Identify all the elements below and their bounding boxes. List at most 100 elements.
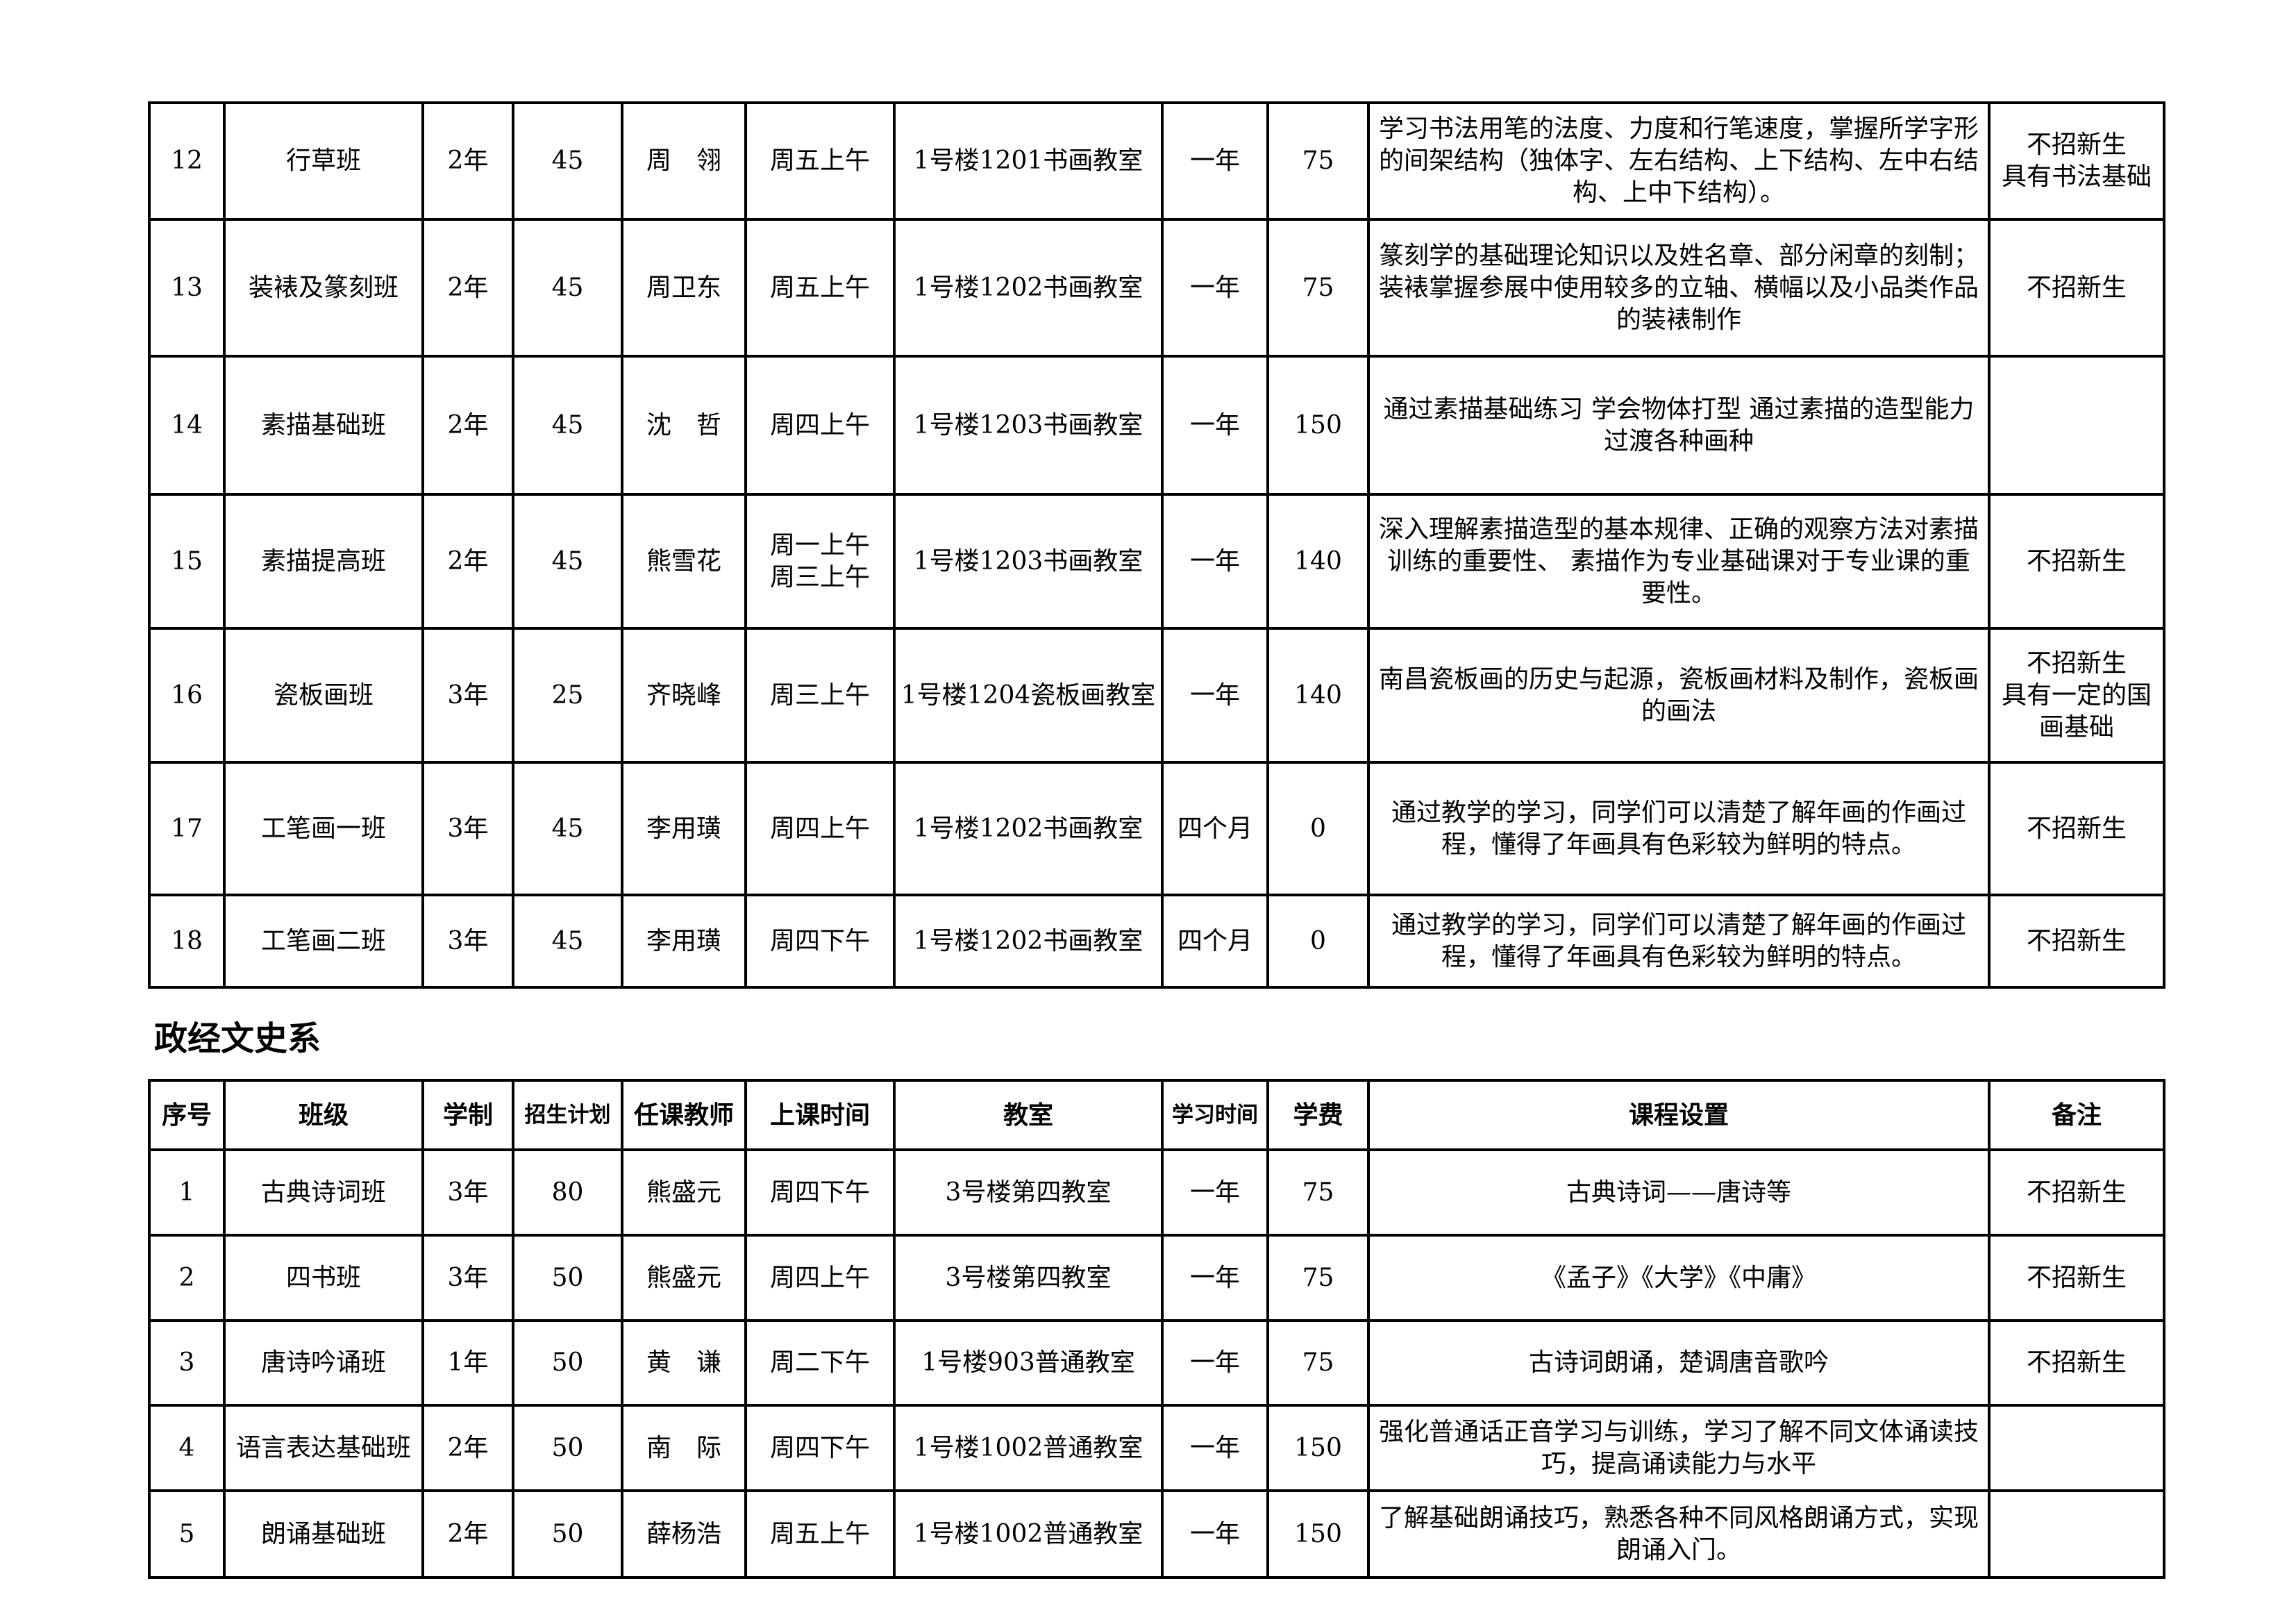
course-content-cell: 强化普通话正音学习与训练，学习了解不同文体诵读技巧，提高诵读能力与水平: [1367, 1404, 1991, 1492]
class-time-cell: 周一上午 周三上午: [744, 493, 896, 630]
class-time-cell: 周四上午: [744, 761, 896, 896]
class-name-cell: 素描提高班: [223, 493, 424, 630]
tuition-cell: 140: [1266, 627, 1370, 764]
class-name-cell: 四书班: [223, 1234, 424, 1322]
program-length-cell: 2年: [421, 1404, 514, 1492]
teacher-cell: 熊雪花: [621, 493, 747, 630]
program-length-cell: 2年: [421, 101, 514, 221]
teacher-cell: 周 翎: [621, 101, 747, 221]
section-title: 政经文史系: [154, 1019, 321, 1058]
classroom-cell: 1号楼1002普通教室: [893, 1489, 1164, 1579]
program-length-cell: 3年: [421, 894, 514, 989]
table-row: 15 素描提高班 2年 45 熊雪花 周一上午 周三上午 1号楼1203书画教室 一年 140 深…: [148, 493, 2165, 630]
course-content-cell: 古诗词朗诵，楚调唐音歌吟: [1367, 1319, 1991, 1407]
tuition-cell: 75: [1266, 1148, 1370, 1237]
program-length-cell: 2年: [421, 355, 514, 496]
course-content-cell: 《孟子》《大学》《中庸》: [1367, 1234, 1991, 1322]
enrollment-quota-cell: 45: [512, 218, 623, 358]
row-number-cell: 13: [148, 218, 226, 358]
remarks-cell: 不招新生 具有一定的国画基础: [1988, 627, 2165, 764]
study-duration-cell: 一年: [1161, 1404, 1269, 1492]
course-content-cell: 学习书法用笔的法度、力度和行笔速度，掌握所学字形的间架结构（独体字、左右结构、上…: [1367, 101, 1991, 221]
class-table-politics-history: 序号 班级 学制 招生计划 任课教师 上课时间 教室 学习时间 学费 课程设置 备注 1 古典诗词班 3…: [148, 1079, 2165, 1579]
remarks-cell: 不招新生: [1988, 894, 2165, 989]
classroom-cell: 1号楼1203书画教室: [893, 355, 1164, 496]
enrollment-quota-cell: 45: [512, 493, 623, 630]
table-row: 16 瓷板画班 3年 25 齐晓峰 周三上午 1号楼1204瓷板画教室 一年 140 南昌瓷板画的…: [148, 627, 2165, 764]
class-name-cell: 素描基础班: [223, 355, 424, 496]
course-content-cell: 古典诗词——唐诗等: [1367, 1148, 1991, 1237]
column-header-course-content: 课程设置: [1367, 1079, 1991, 1151]
class-time-cell: 周二下午: [744, 1319, 896, 1407]
class-time-cell: 周三上午: [744, 627, 896, 764]
class-name-cell: 古典诗词班: [223, 1148, 424, 1237]
row-number-cell: 4: [148, 1404, 226, 1492]
classroom-cell: 3号楼第四教室: [893, 1148, 1164, 1237]
course-content-cell: 篆刻学的基础理论知识以及姓名章、部分闲章的刻制；装裱掌握参展中使用较多的立轴、横…: [1367, 218, 1991, 358]
remarks-cell: 不招新生: [1988, 493, 2165, 630]
classroom-cell: 1号楼1203书画教室: [893, 493, 1164, 630]
teacher-cell: 周卫东: [621, 218, 747, 358]
remarks-cell: 不招新生: [1988, 761, 2165, 896]
table-row: 17 工笔画一班 3年 45 李用璜 周四上午 1号楼1202书画教室 四个月 0 通过教学的学习…: [148, 761, 2165, 896]
classroom-cell: 3号楼第四教室: [893, 1234, 1164, 1322]
remarks-cell: [1988, 355, 2165, 496]
study-duration-cell: 四个月: [1161, 761, 1269, 896]
class-name-cell: 瓷板画班: [223, 627, 424, 764]
remarks-cell: 不招新生: [1988, 218, 2165, 358]
program-length-cell: 3年: [421, 1148, 514, 1237]
tuition-cell: 75: [1266, 101, 1370, 221]
table-row: 2 四书班 3年 50 熊盛元 周四上午 3号楼第四教室 一年 75 《孟子》《大学》《中庸》 不招…: [148, 1234, 2165, 1322]
classroom-cell: 1号楼1202书画教室: [893, 218, 1164, 358]
class-name-cell: 朗诵基础班: [223, 1489, 424, 1579]
column-header-enrollment-quota: 招生计划: [512, 1079, 623, 1151]
table-row: 14 素描基础班 2年 45 沈 哲周四上午 1号楼1203书画教室 一年 150 通过素描基础…: [148, 355, 2165, 496]
classroom-cell: 1号楼1202书画教室: [893, 761, 1164, 896]
program-length-cell: 1年: [421, 1319, 514, 1407]
classroom-cell: 1号楼1201书画教室: [893, 101, 1164, 221]
enrollment-quota-cell: 50: [512, 1234, 623, 1322]
enrollment-quota-cell: 50: [512, 1319, 623, 1407]
row-number-cell: 15: [148, 493, 226, 630]
study-duration-cell: 一年: [1161, 627, 1269, 764]
program-length-cell: 3年: [421, 1234, 514, 1322]
class-name-cell: 装裱及篆刻班: [223, 218, 424, 358]
enrollment-quota-cell: 45: [512, 101, 623, 221]
enrollment-quota-cell: 50: [512, 1489, 623, 1579]
program-length-cell: 2年: [421, 1489, 514, 1579]
study-duration-cell: 一年: [1161, 493, 1269, 630]
classroom-cell: 1号楼1002普通教室: [893, 1404, 1164, 1492]
class-time-cell: 周四下午: [744, 894, 896, 989]
teacher-cell: 李用璜: [621, 761, 747, 896]
course-content-cell: 通过教学的学习，同学们可以清楚了解年画的作画过程，懂得了年画具有色彩较为鲜明的特…: [1367, 761, 1991, 896]
table-row: 4 语言表达基础班 2年 50 南 际周四下午 1号楼1002普通教室 一年 150 强化普通话…: [148, 1404, 2165, 1492]
enrollment-quota-cell: 45: [512, 761, 623, 896]
row-number-cell: 1: [148, 1148, 226, 1237]
column-header-remarks: 备注: [1988, 1079, 2165, 1151]
table-header-row: 序号 班级 学制 招生计划 任课教师 上课时间 教室 学习时间 学费 课程设置 备注: [148, 1079, 2165, 1151]
class-name-cell: 工笔画二班: [223, 894, 424, 989]
column-header-classroom: 教室: [893, 1079, 1164, 1151]
column-header-class-time: 上课时间: [744, 1079, 896, 1151]
row-number-cell: 2: [148, 1234, 226, 1322]
tuition-cell: 0: [1266, 761, 1370, 896]
table-row: 5 朗诵基础班 2年 50 薛杨浩 周五上午 1号楼1002普通教室 一年 150 了解基础朗诵技…: [148, 1489, 2165, 1579]
study-duration-cell: 一年: [1161, 1319, 1269, 1407]
table-row: 13 装裱及篆刻班 2年 45 周卫东 周五上午 1号楼1202书画教室 一年 75 篆刻学的基础…: [148, 218, 2165, 358]
program-length-cell: 3年: [421, 627, 514, 764]
class-time-cell: 周四下午: [744, 1148, 896, 1237]
tuition-cell: 75: [1266, 1319, 1370, 1407]
teacher-cell: 熊盛元: [621, 1234, 747, 1322]
tuition-cell: 150: [1266, 1404, 1370, 1492]
teacher-cell: 熊盛元: [621, 1148, 747, 1237]
teacher-cell: 齐晓峰: [621, 627, 747, 764]
column-header-teacher: 任课教师: [621, 1079, 747, 1151]
remarks-cell: [1988, 1489, 2165, 1579]
tuition-cell: 150: [1266, 355, 1370, 496]
program-length-cell: 2年: [421, 218, 514, 358]
table-row: 12 行草班 2年 45 周 翎周五上午 1号楼1201书画教室 一年 75 学习书法用笔的法度…: [148, 101, 2165, 221]
tuition-cell: 75: [1266, 1234, 1370, 1322]
remarks-cell: 不招新生: [1988, 1234, 2165, 1322]
course-content-cell: 深入理解素描造型的基本规律、正确的观察方法对素描训练的重要性、 素描作为专业基础…: [1367, 493, 1991, 630]
study-duration-cell: 一年: [1161, 1234, 1269, 1322]
